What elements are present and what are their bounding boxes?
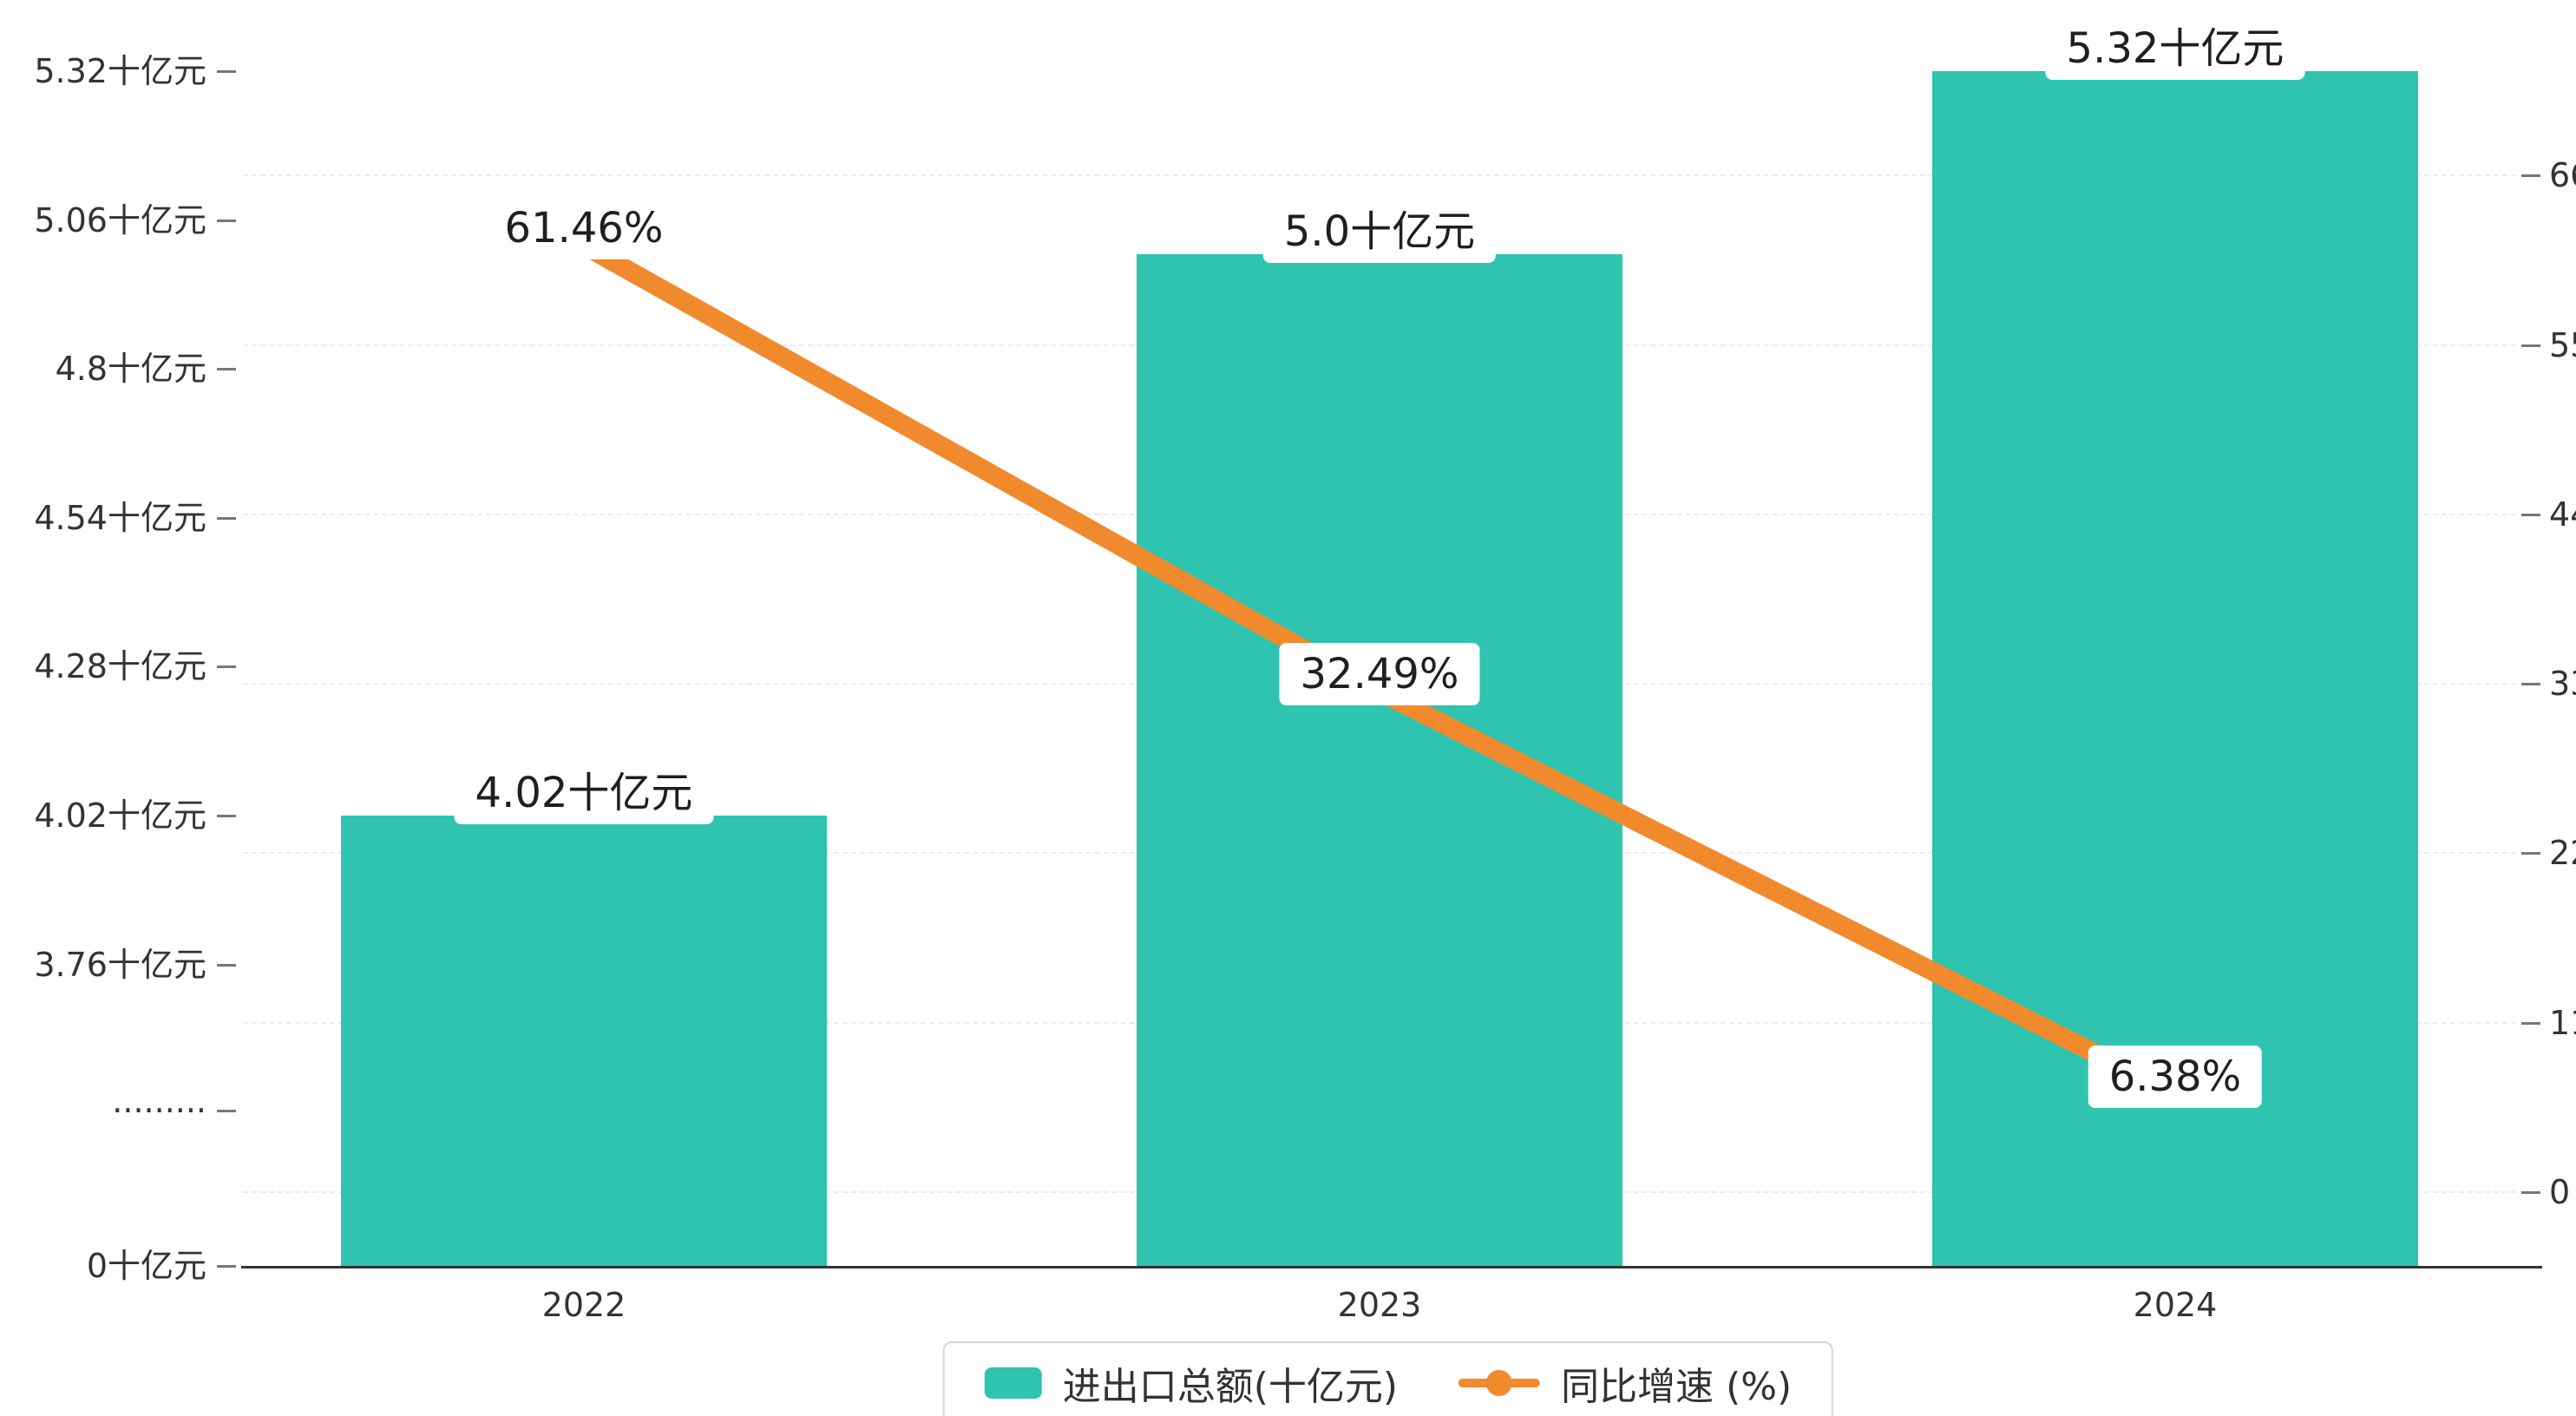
x-axis-label-2022: 2022 [541,1286,626,1324]
line-series-swatch-icon [1458,1370,1541,1396]
left-axis-tick [217,1265,236,1268]
right-axis-label: 33 [2549,665,2576,704]
left-axis-tick [217,70,236,73]
left-axis-tick [217,665,236,669]
legend-item-bar-series[interactable]: 进出口总额(十亿元) [984,1355,1399,1411]
line-value-label-2023: 32.49% [1279,643,1480,706]
right-axis-tick [2521,344,2540,347]
right-axis-label: 66 [2549,156,2576,195]
left-axis-label: 4.28十亿元 [34,647,206,686]
left-axis-tick [217,219,236,222]
right-axis-label: 55 [2549,325,2576,364]
right-axis-tick [2521,1191,2540,1194]
legend-bar-label: 进出口总额(十亿元) [1062,1365,1399,1409]
left-axis-tick [217,815,236,817]
left-axis-label: 4.54十亿元 [34,498,206,537]
right-axis-tick [2521,852,2540,856]
bar-2022[interactable] [341,816,827,1266]
x-axis-line [241,1266,2542,1268]
left-axis-label: 4.8十亿元 [55,350,206,389]
bar-value-label-2024: 5.32十亿元 [2045,17,2305,80]
right-axis-tick [2521,1021,2540,1025]
left-axis-tick [217,516,236,520]
gridline [243,174,2516,177]
bar-2023[interactable] [1137,254,1622,1266]
bar-value-label-2023: 5.0十亿元 [1262,200,1497,264]
left-axis-tick [217,1110,236,1112]
left-axis-label: 5.06十亿元 [34,200,206,239]
left-axis-label: 5.32十亿元 [34,52,206,90]
right-axis-label: 11 [2549,1003,2576,1042]
legend-line-label: 同比增速 (%) [1561,1365,1793,1409]
left-axis-break-label: ········· [112,1092,206,1130]
x-axis-label-2024: 2024 [2133,1286,2218,1324]
left-axis-tick [217,368,236,371]
legend-item-line-series[interactable]: 同比增速 (%) [1458,1355,1792,1411]
line-value-label-2022: 61.46% [483,196,685,259]
right-axis-label: 22 [2549,834,2576,873]
right-axis-label: 44 [2549,495,2576,534]
right-axis-label: 0 [2549,1173,2571,1211]
legend: 进出口总额(十亿元) 同比增速 (%) [942,1341,1834,1416]
right-axis-tick [2521,174,2540,178]
x-axis-label-2023: 2023 [1337,1286,1422,1324]
right-axis-tick [2521,513,2540,516]
right-axis-tick [2521,683,2540,686]
bar-value-label-2022: 4.02十亿元 [454,762,714,824]
line-series-dot-icon [1486,1370,1513,1396]
bar-series-swatch-icon [984,1367,1042,1399]
left-axis-label: 4.02十亿元 [34,796,206,835]
left-axis-label: 3.76十亿元 [34,945,206,984]
left-axis-label: 0十亿元 [86,1247,206,1285]
line-value-label-2024: 6.38% [2088,1045,2263,1108]
left-axis-tick [217,963,236,967]
